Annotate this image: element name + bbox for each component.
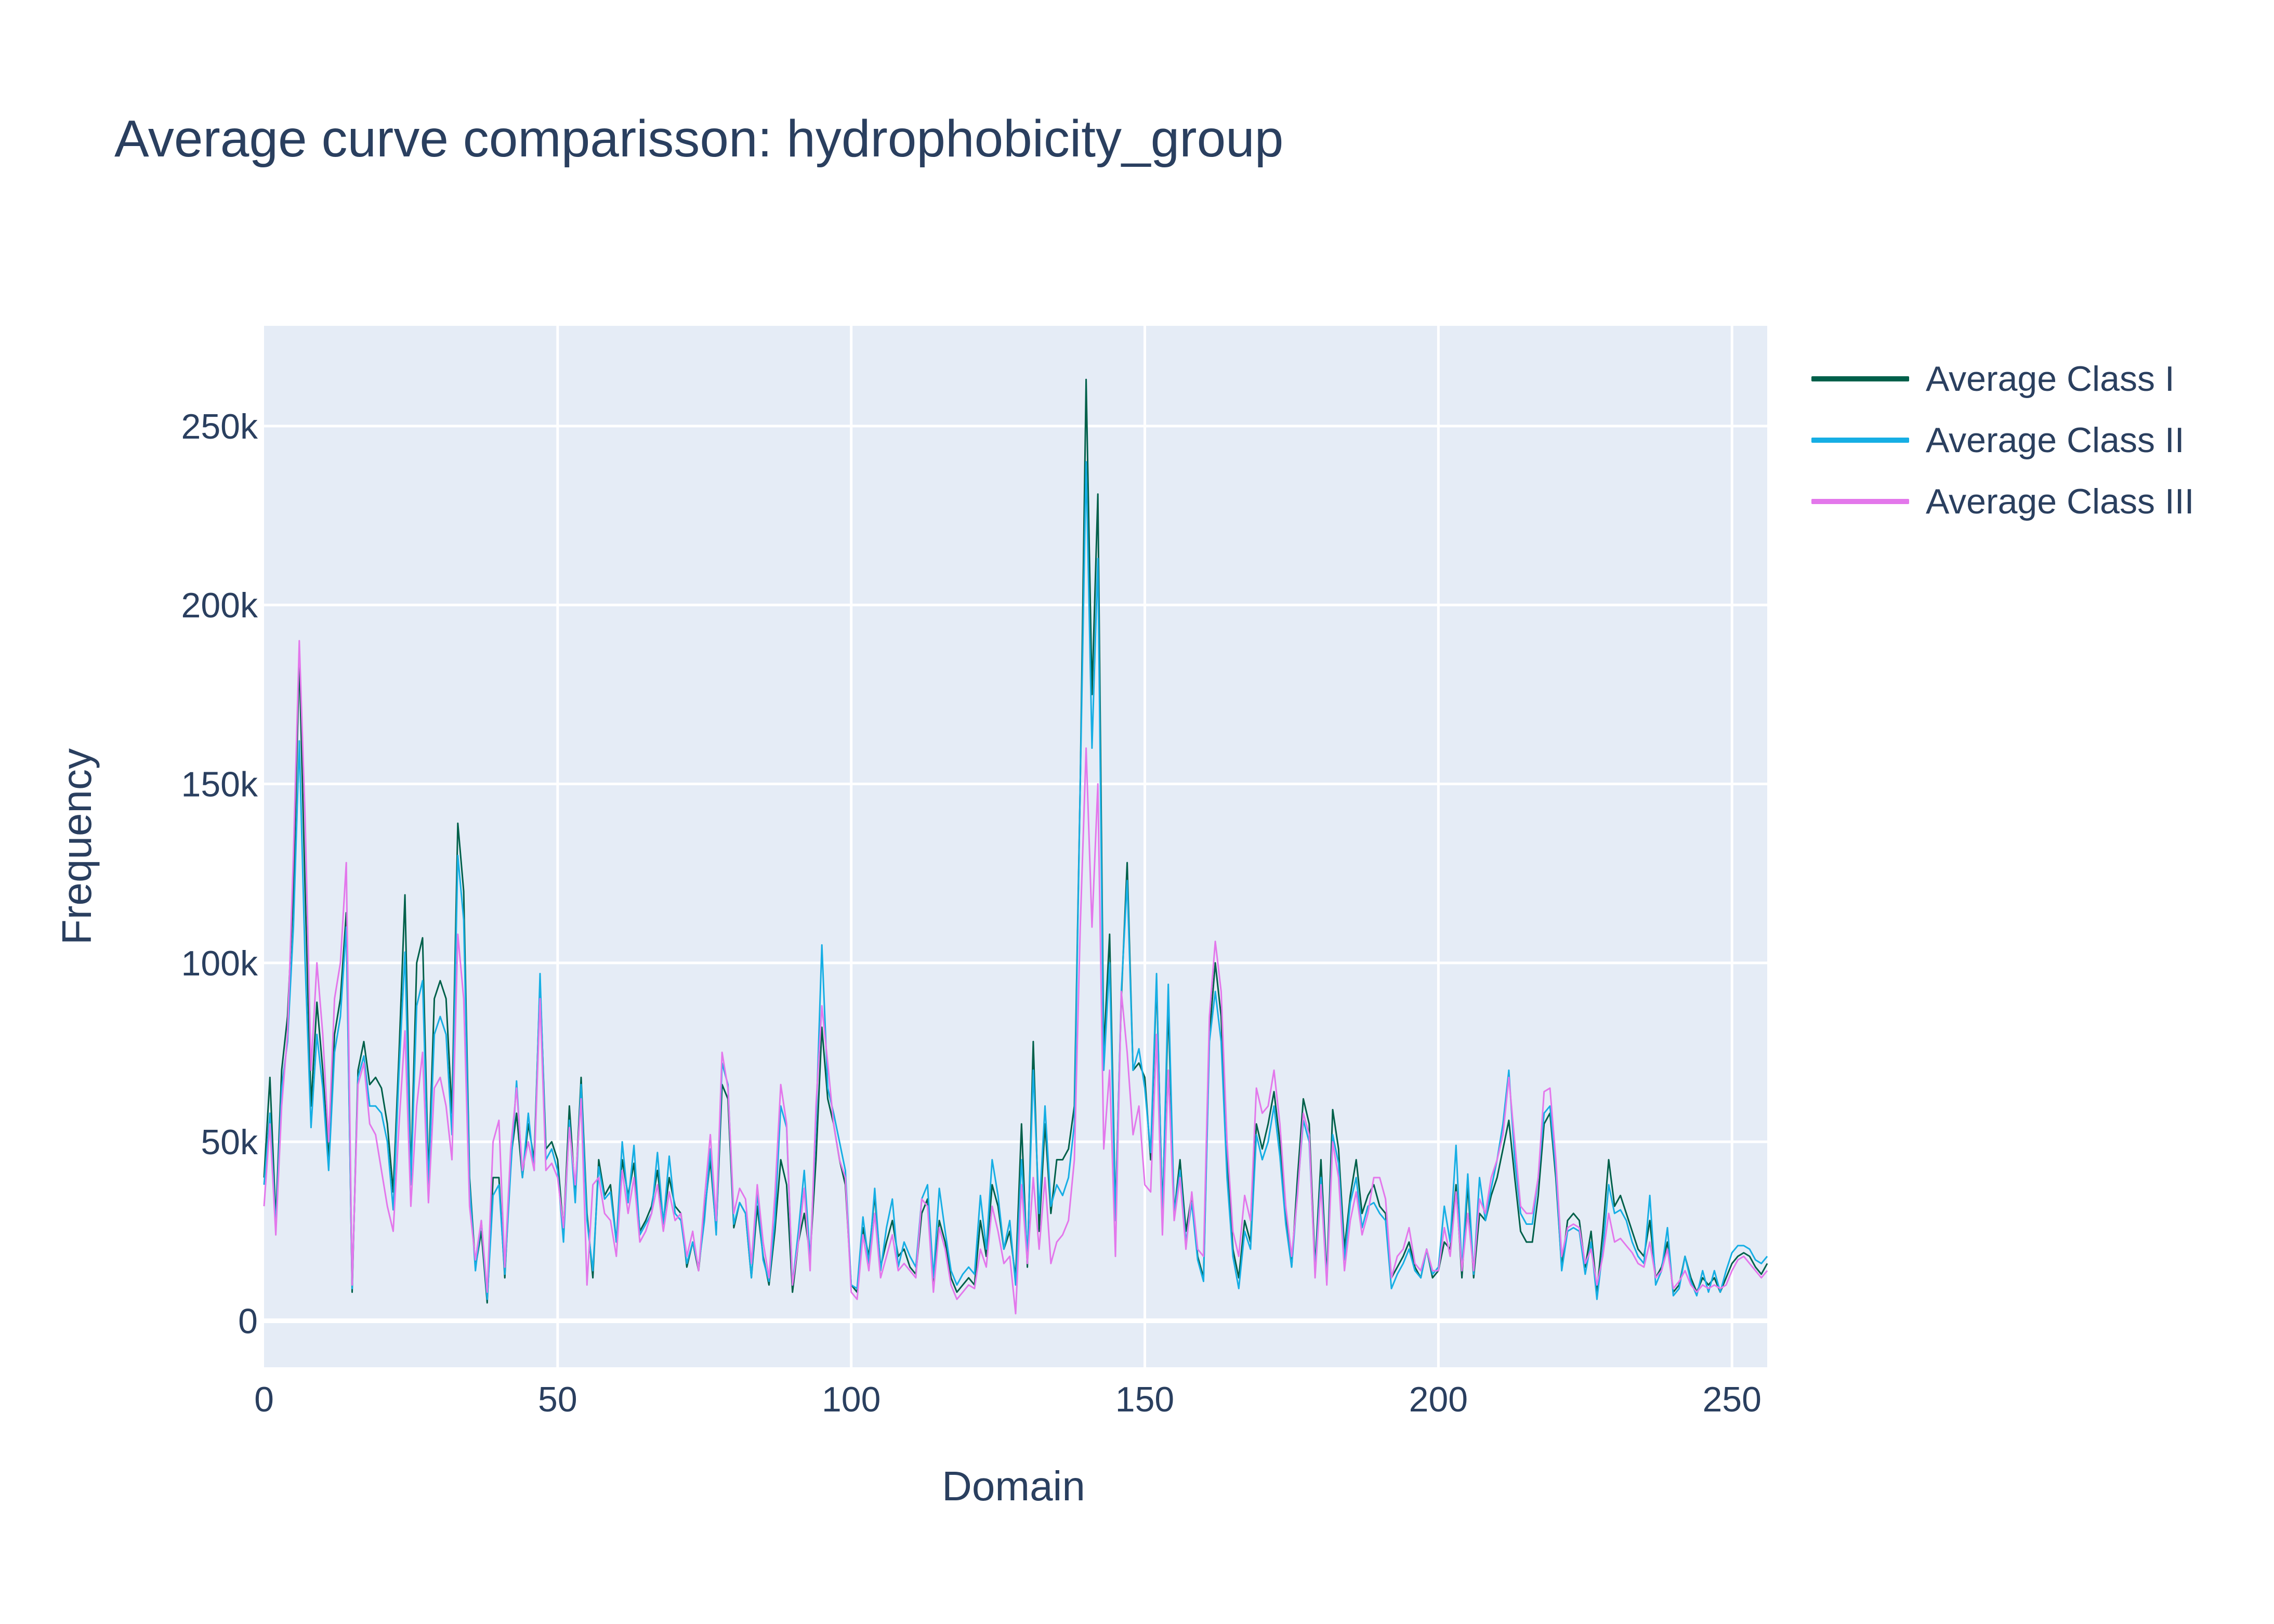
y-axis-title: Frequency: [54, 748, 100, 945]
chart-title: Average curve comparisson: hydrophobicit…: [114, 110, 1284, 168]
legend-label-class-ii: Average Class II: [1926, 420, 2185, 460]
legend: Average Class I Average Class II Average…: [1811, 348, 2194, 532]
y-tick-label: 150k: [181, 764, 258, 804]
legend-swatch-class-ii: [1811, 438, 1909, 443]
grid-layer: [264, 326, 1767, 1367]
x-tick-label: 250: [1702, 1380, 1761, 1419]
legend-label-class-i: Average Class I: [1926, 359, 2175, 399]
legend-item-class-i[interactable]: Average Class I: [1811, 348, 2194, 410]
y-tick-label: 0: [238, 1301, 258, 1341]
y-tick-label: 200k: [181, 586, 258, 625]
x-tick-label: 50: [538, 1380, 577, 1419]
plot-background: [264, 326, 1767, 1367]
x-tick-label: 0: [254, 1380, 274, 1419]
series-line-3[interactable]: [263, 640, 1768, 1315]
x-tick-label: 100: [822, 1380, 880, 1419]
series-layer: [263, 378, 1768, 1315]
legend-swatch-class-iii: [1811, 499, 1909, 504]
y-tick-label: 250k: [181, 407, 258, 446]
y-tick-label: 50k: [201, 1123, 258, 1162]
x-tick-label: 150: [1115, 1380, 1174, 1419]
legend-swatch-class-i: [1811, 376, 1909, 381]
legend-label-class-iii: Average Class III: [1926, 482, 2194, 521]
y-tick-label: 100k: [181, 944, 258, 983]
legend-item-class-iii[interactable]: Average Class III: [1811, 471, 2194, 532]
x-axis-title: Domain: [942, 1463, 1085, 1509]
tick-layer: 0 50 100 150 200 250 0 50k 100k 150k 200k 250k: [181, 407, 1762, 1419]
legend-item-class-ii[interactable]: Average Class II: [1811, 410, 2194, 471]
x-tick-label: 200: [1409, 1380, 1468, 1419]
